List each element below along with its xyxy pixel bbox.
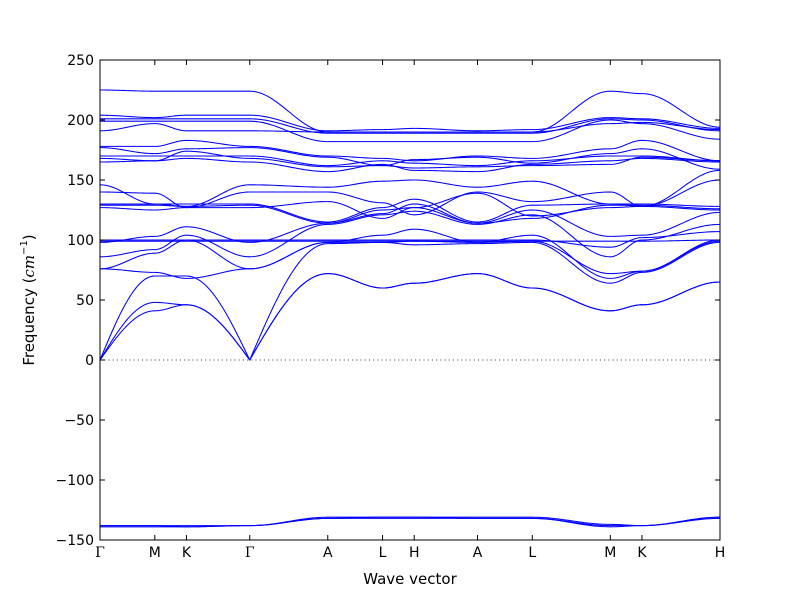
x-tick-label: H <box>409 545 420 561</box>
band-optical_high-4 <box>100 139 720 162</box>
band-acoustic-0 <box>100 273 720 361</box>
band-optical_high-9 <box>100 89 720 133</box>
x-tick-label: A <box>473 545 483 561</box>
band-optical_high-3 <box>100 147 720 170</box>
band-optical_mid-0 <box>100 192 720 219</box>
x-tick-label: K <box>637 545 647 561</box>
band-optical_low-3 <box>100 239 720 242</box>
y-axis-label-text: Frequency ( <box>20 278 38 366</box>
band-acoustic-2 <box>100 241 720 361</box>
x-tick-label: H <box>715 545 726 561</box>
band-acoustic-1 <box>100 273 720 361</box>
x-tick-label: K <box>182 545 192 561</box>
y-axis-label-close: ) <box>20 234 38 240</box>
x-tick-label: L <box>379 545 387 561</box>
band-optical_low-5 <box>100 207 720 243</box>
y-axis-label-exponent: −1 <box>19 240 30 255</box>
x-tick-label: Γ <box>95 545 105 561</box>
x-tick-label: M <box>604 545 616 561</box>
y-axis-label-unit: cm <box>20 255 38 278</box>
x-tick-label: A <box>323 545 333 561</box>
band-optical_high-6 <box>100 119 720 143</box>
band-optical_high-2 <box>100 155 720 167</box>
band-optical_high-0 <box>100 157 720 173</box>
band-optical_high-7 <box>100 118 720 134</box>
y-tick-label: 50 <box>76 293 94 309</box>
band-imaginary-2 <box>100 516 720 528</box>
band-imaginary-0 <box>100 517 720 527</box>
y-tick-label: 200 <box>67 113 94 129</box>
x-tick-label: M <box>149 545 161 561</box>
x-axis-label: Wave vector <box>363 570 457 588</box>
band-optical_low-2 <box>100 210 720 258</box>
y-tick-label: −150 <box>56 533 94 549</box>
x-tick-label: L <box>528 545 536 561</box>
y-tick-label: 150 <box>67 173 94 189</box>
band-optical_low-0 <box>100 228 720 279</box>
band-optical_mid-2 <box>100 198 720 223</box>
y-axis-label: Frequency (cm−1) <box>19 234 38 365</box>
band-optical_mid-3 <box>100 179 720 216</box>
plot-frame <box>99 59 721 541</box>
y-tick-label: 250 <box>67 53 94 69</box>
x-tick-label: Γ <box>245 545 255 561</box>
y-tick-label: 100 <box>67 233 94 249</box>
band-optical_mid-4 <box>100 169 720 207</box>
y-tick-label: 0 <box>85 353 94 369</box>
band-optical_high-5 <box>100 121 720 133</box>
band-optical_high-8 <box>100 114 720 132</box>
band-optical_high-1 <box>100 150 720 169</box>
plot-area <box>100 89 720 528</box>
y-tick-label: −50 <box>64 413 94 429</box>
y-axis: −150 −100 −50 0 50 100 150 200 250 <box>56 53 720 549</box>
y-tick-label: −100 <box>56 473 94 489</box>
band-optical_low-4 <box>100 231 720 248</box>
